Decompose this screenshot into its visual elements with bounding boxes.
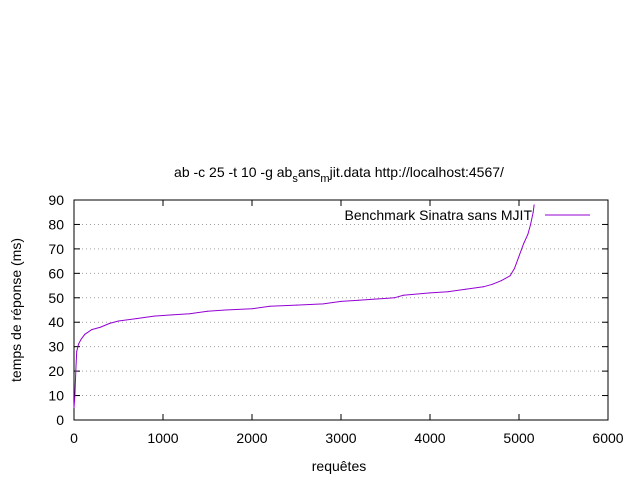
title-part-3: jit.data http://localhost:4567/ — [329, 164, 504, 180]
y-tick-labels: 0 10 20 30 40 50 60 70 80 90 — [48, 192, 64, 428]
data-point — [533, 204, 535, 206]
data-point — [500, 280, 502, 282]
x-tick-label: 0 — [70, 430, 78, 446]
data-point — [84, 333, 86, 335]
y-tick-label: 0 — [56, 412, 64, 428]
series-line — [73, 204, 535, 408]
axis-ticks — [73, 199, 609, 421]
data-point — [402, 294, 404, 296]
data-point — [153, 315, 155, 317]
y-tick-label: 70 — [48, 241, 64, 257]
series-group — [73, 204, 535, 409]
data-point — [527, 233, 529, 235]
x-tick-label: 1000 — [147, 430, 178, 446]
grid-lines — [74, 223, 608, 397]
x-tick-label: 4000 — [414, 430, 445, 446]
data-point — [429, 292, 431, 294]
y-tick-label: 60 — [48, 265, 64, 281]
data-point — [340, 300, 342, 302]
data-point — [100, 326, 102, 328]
data-point — [207, 310, 208, 312]
chart-title: ab -c 25 -t 10 -g absansmjit.data http:/… — [174, 164, 504, 185]
y-axis-label: temps de réponse (ms) — [8, 238, 24, 382]
y-tick-label: 50 — [48, 290, 64, 306]
x-tick-labels: 0 1000 2000 3000 4000 5000 6000 — [70, 430, 624, 446]
data-point — [269, 305, 271, 307]
data-point — [465, 288, 467, 290]
data-point — [78, 343, 79, 345]
data-point — [74, 395, 76, 397]
data-point — [75, 370, 77, 372]
data-point — [251, 308, 253, 310]
x-tick-label: 5000 — [503, 430, 534, 446]
title-part-1: ab -c 25 -t 10 -g ab — [174, 164, 293, 180]
data-point — [530, 223, 532, 225]
data-point — [358, 299, 360, 301]
y-tick-label: 30 — [48, 339, 64, 355]
data-point — [296, 304, 297, 306]
x-tick-label: 2000 — [236, 430, 267, 446]
data-point — [376, 298, 378, 300]
data-point — [509, 275, 511, 277]
data-point — [135, 318, 137, 320]
data-point — [393, 297, 395, 299]
data-point — [109, 322, 111, 324]
data-point — [76, 351, 78, 353]
data-point — [91, 329, 93, 331]
legend-label: Benchmark Sinatra sans MJIT — [344, 207, 532, 223]
title-subscript-1: s — [292, 173, 298, 185]
title-part-2: ans — [298, 164, 321, 180]
data-point — [80, 338, 82, 340]
data-point — [118, 320, 119, 322]
data-point — [224, 309, 226, 311]
title-subscript-2: m — [320, 173, 329, 185]
data-point — [532, 211, 534, 213]
data-point — [447, 291, 449, 293]
data-point — [189, 313, 191, 315]
data-point — [518, 255, 520, 257]
legend: Benchmark Sinatra sans MJIT — [344, 207, 590, 223]
data-point — [171, 314, 173, 316]
x-axis-label: requêtes — [312, 458, 366, 474]
data-point — [73, 407, 75, 409]
data-point — [514, 267, 515, 269]
y-tick-label: 10 — [48, 388, 64, 404]
y-tick-label: 20 — [48, 363, 64, 379]
y-tick-label: 80 — [48, 216, 64, 232]
x-tick-label: 6000 — [592, 430, 623, 446]
data-point — [523, 243, 524, 245]
data-point — [482, 286, 484, 288]
x-tick-label: 3000 — [325, 430, 356, 446]
y-tick-label: 40 — [48, 314, 64, 330]
data-point — [322, 303, 324, 305]
data-point — [491, 283, 493, 285]
y-tick-label: 90 — [48, 192, 64, 208]
